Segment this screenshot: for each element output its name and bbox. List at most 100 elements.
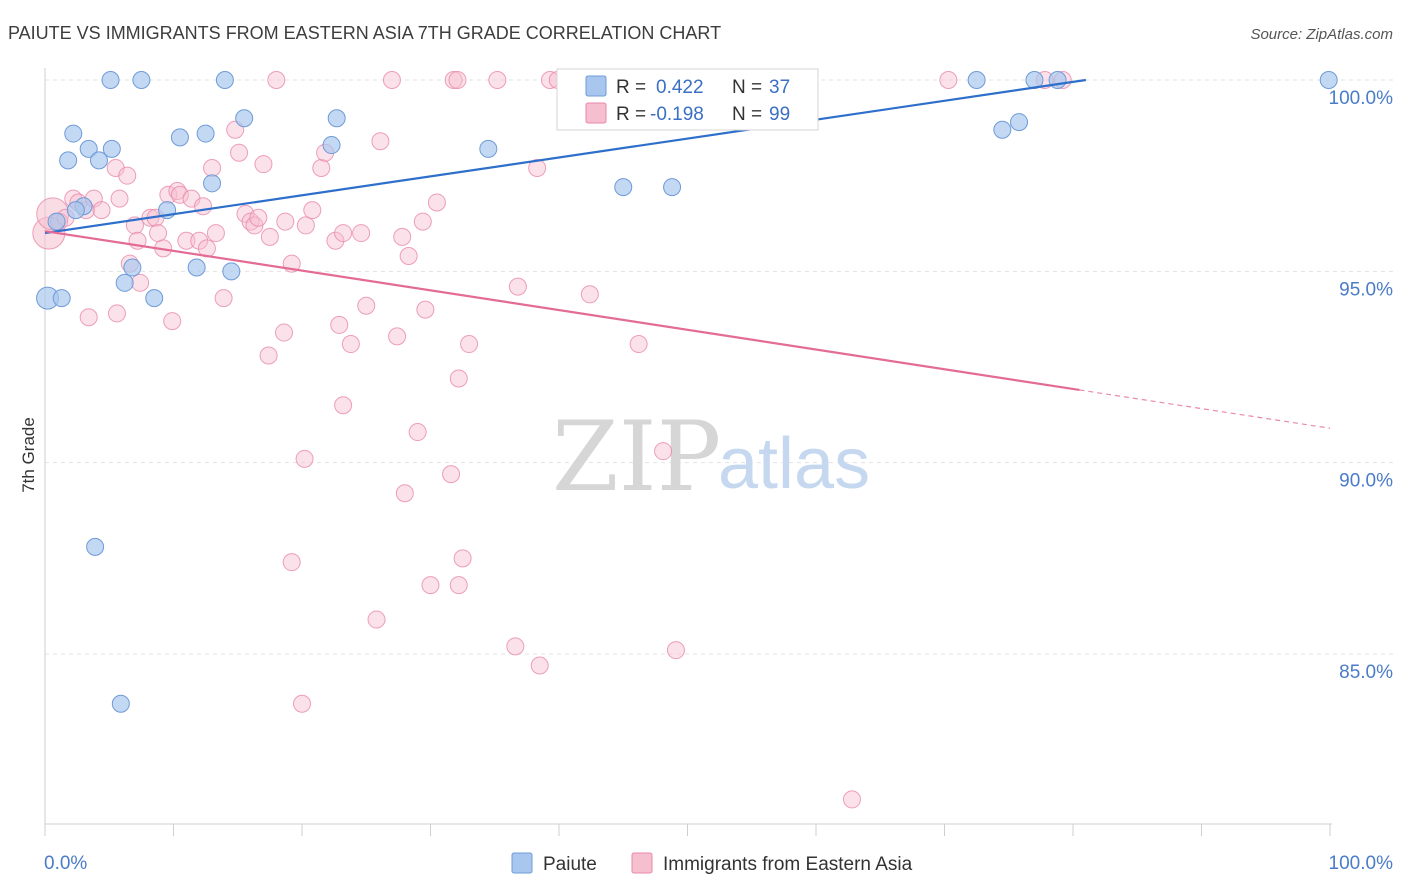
eastern-asia-point-65 <box>629 335 648 354</box>
eastern-asia-point-89 <box>506 637 525 656</box>
eastern-asia-trend-line <box>44 230 1080 392</box>
eastern-asia-point-76 <box>388 327 407 346</box>
bottom-legend-swatch-eastern-asia <box>631 852 653 874</box>
eastern-asia-point-55 <box>444 71 463 89</box>
eastern-asia-point-81 <box>442 465 461 484</box>
eastern-asia-point-23 <box>190 231 209 250</box>
eastern-asia-point-73 <box>275 323 294 342</box>
paiute-point-36 <box>66 201 85 220</box>
legend-swatch-eastern-asia <box>585 102 607 124</box>
paiute-point-11 <box>215 71 234 89</box>
eastern-asia-point-49 <box>382 71 401 89</box>
y-tick-label-85: 85.0% <box>1339 662 1393 683</box>
paiute-point-25 <box>614 178 633 197</box>
legend-n-label-eastern-asia: N = <box>732 104 762 125</box>
eastern-asia-point-16 <box>149 224 168 243</box>
eastern-asia-point-48 <box>371 132 390 151</box>
trend-lines <box>44 78 1331 429</box>
legend-n-value-paiute: 37 <box>769 77 790 98</box>
eastern-asia-point-74 <box>330 315 349 334</box>
paiute-point-20 <box>187 258 206 277</box>
eastern-asia-point-30 <box>230 143 249 162</box>
watermark-atlas: atlas <box>718 424 870 504</box>
eastern-asia-point-41 <box>303 201 322 220</box>
eastern-asia-point-80 <box>295 449 314 468</box>
eastern-asia-point-11 <box>110 189 129 208</box>
axes <box>44 68 1332 836</box>
eastern-asia-point-93 <box>842 790 861 809</box>
eastern-asia-point-10 <box>118 166 137 185</box>
paiute-point-10 <box>132 71 151 89</box>
paiute-point-19 <box>145 289 164 308</box>
paiute-point-2 <box>47 212 66 231</box>
x-tick-label-max: 100.0% <box>1329 853 1394 874</box>
paiute-point-9 <box>101 71 120 89</box>
chart-source: Source: ZipAtlas.com <box>1250 26 1393 43</box>
y-tick-labels: 85.0% 90.0% 95.0% 100.0% <box>1329 88 1394 683</box>
eastern-asia-point-83 <box>654 442 673 461</box>
paiute-trend-line <box>44 78 1087 235</box>
eastern-asia-point-47 <box>357 296 376 315</box>
eastern-asia-point-44 <box>326 231 345 250</box>
eastern-asia-point-40 <box>296 216 315 235</box>
chart-title: PAIUTE VS IMMIGRANTS FROM EASTERN ASIA 7… <box>8 23 721 43</box>
legend-r-value-paiute: 0.422 <box>656 77 704 98</box>
legend-n-value-eastern-asia: 99 <box>769 104 790 125</box>
eastern-asia-point-45 <box>334 224 353 243</box>
eastern-asia-point-56 <box>448 71 467 89</box>
legend-r-label-paiute: R = <box>616 77 646 98</box>
paiute-point-33 <box>1319 71 1338 89</box>
bottom-legend-label-eastern-asia: Immigrants from Eastern Asia <box>663 854 913 875</box>
eastern-asia-point-88 <box>367 610 386 629</box>
eastern-asia-point-37 <box>267 71 286 89</box>
bottom-legend-swatch-paiute <box>511 852 533 874</box>
eastern-asia-point-53 <box>416 300 435 319</box>
paiute-point-4 <box>64 124 83 143</box>
eastern-asia-point-8 <box>92 201 111 220</box>
paiute-point-35 <box>111 694 130 713</box>
y-tick-label-100: 100.0% <box>1329 88 1394 109</box>
eastern-asia-point-50 <box>393 227 412 246</box>
paiute-point-14 <box>235 109 254 128</box>
paiute-point-28 <box>967 71 986 89</box>
paiute-point-31 <box>993 120 1012 139</box>
paiute-point-17 <box>123 258 142 277</box>
eastern-asia-point-69 <box>79 308 98 327</box>
paiute-point-22 <box>327 109 346 128</box>
eastern-asia-point-70 <box>107 304 126 323</box>
eastern-asia-point-91 <box>666 641 685 660</box>
bottom-legend-label-paiute: Paiute <box>543 854 597 875</box>
eastern-asia-point-46 <box>352 224 371 243</box>
paiute-point-18 <box>115 273 134 292</box>
eastern-asia-point-54 <box>427 193 446 212</box>
eastern-asia-point-42 <box>312 159 331 178</box>
y-axis-title: 7th Grade <box>19 417 38 493</box>
eastern-asia-point-20 <box>170 185 189 204</box>
eastern-asia-point-71 <box>163 312 182 331</box>
eastern-asia-point-79 <box>408 423 427 442</box>
legend-swatch-paiute <box>585 75 607 97</box>
eastern-asia-point-58 <box>488 71 507 89</box>
eastern-asia-point-82 <box>395 484 414 503</box>
eastern-asia-point-27 <box>206 224 225 243</box>
eastern-asia-point-60 <box>528 159 547 178</box>
legend-r-label-eastern-asia: R = <box>616 104 646 125</box>
eastern-asia-point-72 <box>259 346 278 365</box>
eastern-asia-point-51 <box>399 247 418 266</box>
paiute-point-15 <box>203 174 222 193</box>
y-tick-label-95: 95.0% <box>1339 279 1393 300</box>
eastern-asia-point-84 <box>453 549 472 568</box>
watermark: ZIP atlas <box>552 401 870 513</box>
legend-r-value-eastern-asia: -0.198 <box>650 104 704 125</box>
eastern-asia-point-75 <box>341 335 360 354</box>
paiute-point-3 <box>59 151 78 170</box>
paiute-point-32 <box>1010 113 1029 132</box>
eastern-asia-point-67 <box>131 273 150 292</box>
paiute-point-26 <box>663 178 682 197</box>
eastern-asia-point-24 <box>194 197 213 216</box>
paiute-point-34 <box>86 537 105 556</box>
stats-legend: R = 0.422 N = 37 R = -0.198 N = 99 <box>556 68 819 131</box>
paiute-point-5 <box>79 139 98 158</box>
gridlines <box>45 79 1393 655</box>
